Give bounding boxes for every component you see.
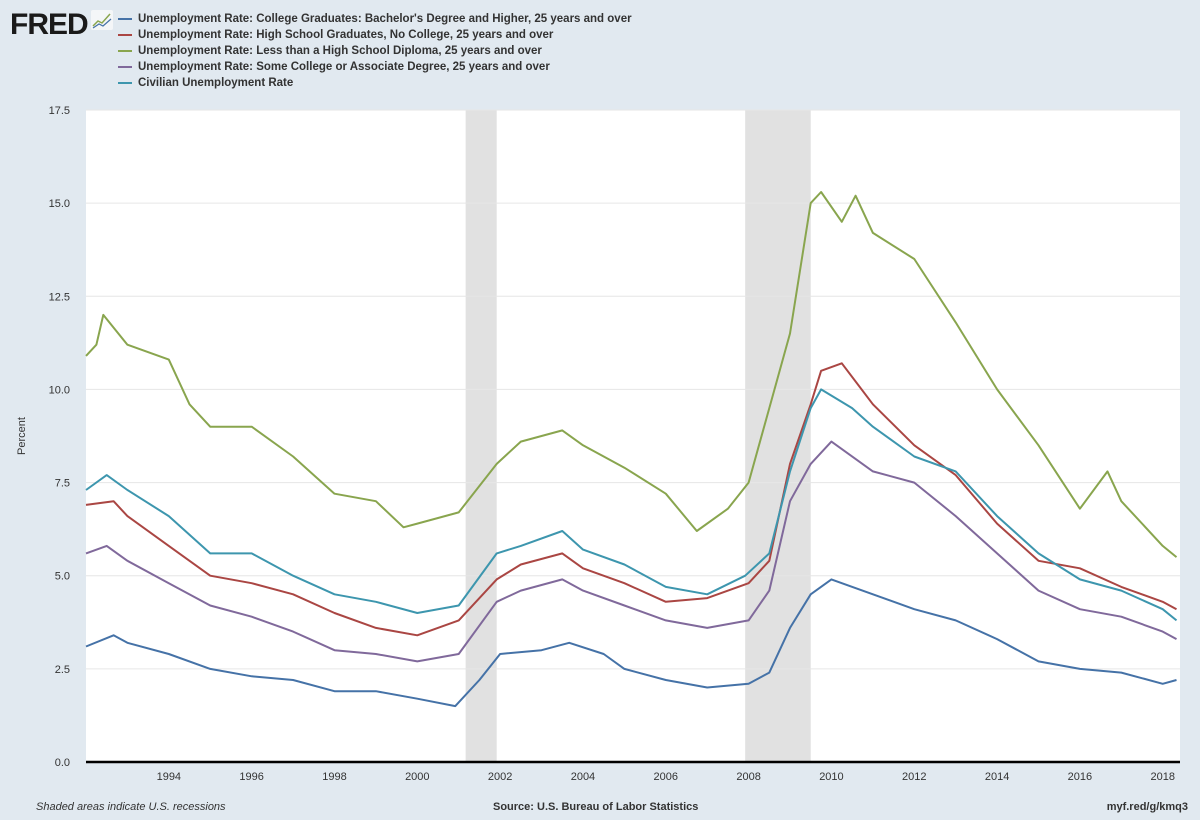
recession-note: Shaded areas indicate U.S. recessions: [36, 801, 226, 813]
legend-item[interactable]: Unemployment Rate: High School Graduates…: [118, 27, 632, 43]
x-tick-label: 1998: [322, 771, 346, 783]
legend: Unemployment Rate: College Graduates: Ba…: [118, 11, 632, 91]
legend-label: Unemployment Rate: Some College or Assoc…: [138, 61, 550, 73]
recession-band: [465, 110, 497, 762]
chart-link[interactable]: myf.red/g/kmq3: [1106, 801, 1188, 813]
legend-item[interactable]: Unemployment Rate: College Graduates: Ba…: [118, 11, 632, 27]
legend-swatch: [118, 66, 132, 68]
x-tick-label: 2000: [405, 771, 429, 783]
x-tick-label: 2006: [654, 771, 678, 783]
x-tick-label: 2004: [571, 771, 595, 783]
series-line: [85, 362, 1177, 637]
legend-swatch: [118, 34, 132, 36]
chart-line-icon: [91, 10, 113, 30]
series-line: [85, 440, 1177, 663]
y-tick-label: 2.5: [55, 664, 70, 676]
legend-swatch: [118, 18, 132, 20]
x-tick-label: 2012: [902, 771, 926, 783]
x-tick-label: 2016: [1068, 771, 1092, 783]
x-tick-label: 2008: [736, 771, 760, 783]
y-axis-label: Percent: [16, 417, 28, 455]
fred-logo[interactable]: FRED: [10, 8, 89, 41]
legend-label: Civilian Unemployment Rate: [138, 77, 294, 89]
y-tick-label: 10.0: [49, 384, 70, 396]
series-line: [85, 388, 1178, 622]
legend-swatch: [118, 82, 132, 84]
y-tick-label: 17.5: [49, 105, 70, 117]
legend-label: Unemployment Rate: Less than a High Scho…: [138, 45, 542, 57]
x-tick-label: 1994: [157, 771, 181, 783]
x-tick-label: 2010: [819, 771, 843, 783]
y-tick-label: 12.5: [49, 291, 70, 303]
y-tick-label: 5.0: [55, 571, 70, 583]
x-tick-label: 2002: [488, 771, 512, 783]
y-tick-label: 0.0: [55, 757, 70, 769]
legend-swatch: [118, 50, 132, 52]
series-line: [85, 578, 1177, 708]
legend-item[interactable]: Civilian Unemployment Rate: [118, 75, 632, 91]
y-tick-label: 7.5: [55, 478, 70, 490]
source-label: Source: U.S. Bureau of Labor Statistics: [493, 801, 699, 813]
y-tick-label: 15.0: [49, 198, 70, 210]
x-tick-label: 2018: [1151, 771, 1175, 783]
x-tick-label: 1996: [239, 771, 263, 783]
legend-label: Unemployment Rate: College Graduates: Ba…: [138, 13, 632, 25]
plot-area: [86, 110, 1180, 762]
legend-item[interactable]: Unemployment Rate: Less than a High Scho…: [118, 43, 632, 59]
legend-label: Unemployment Rate: High School Graduates…: [138, 29, 554, 41]
x-tick-label: 2014: [985, 771, 1009, 783]
series-line: [85, 191, 1178, 558]
legend-item[interactable]: Unemployment Rate: Some College or Assoc…: [118, 59, 632, 75]
